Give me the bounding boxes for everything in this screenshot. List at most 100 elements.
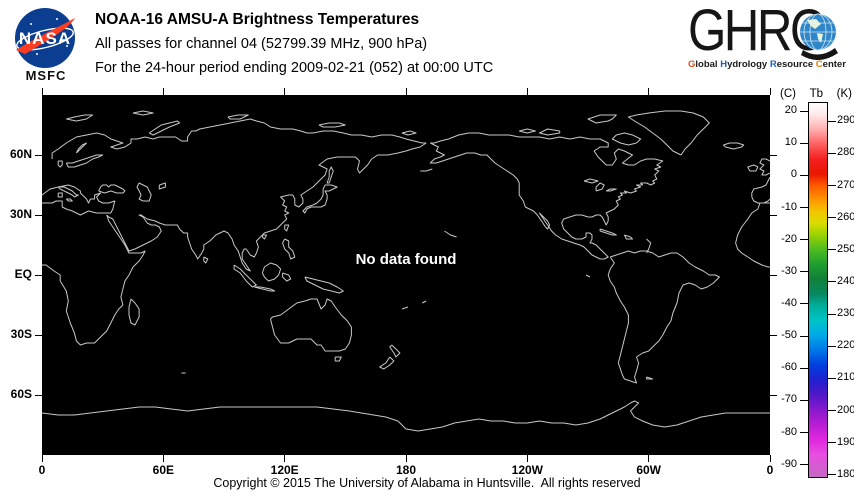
coastline-hispaniola <box>623 234 633 240</box>
coastline-taiwan <box>284 224 290 232</box>
colorbar-celsius-label: -70 <box>781 393 797 406</box>
colorbar-celsius-label: 0 <box>790 168 797 181</box>
coastline-iberia_biscay_wrap <box>751 176 770 204</box>
colorbar-celsius-label: -30 <box>781 264 797 277</box>
coastline-severnaya_zemlya <box>227 114 249 120</box>
nasa-red-swoosh <box>16 18 75 54</box>
colorbar-celsius-tick <box>800 239 808 241</box>
coastline-madagascar <box>128 298 140 326</box>
coastline-denmark <box>57 160 63 168</box>
coastline-africa_west_wrap <box>735 202 770 268</box>
coastline-new_guinea <box>304 276 344 294</box>
x-axis-tick-top <box>284 88 286 95</box>
colorbar-kelvin-unit: (K) <box>836 88 852 100</box>
coastline-java <box>254 286 276 292</box>
coastline-gulf_bothnia <box>75 142 87 154</box>
x-axis-tick-bottom <box>526 455 528 462</box>
x-axis-tick-top <box>648 88 650 95</box>
coastline-ireland <box>747 164 759 172</box>
colorbar-celsius-tick <box>800 142 808 144</box>
x-axis-tick-top <box>162 88 164 95</box>
colorbar-celsius-label: 10 <box>784 136 797 149</box>
coastline-australia <box>270 298 352 352</box>
coastline-mediterranean <box>42 184 116 216</box>
colorbar-kelvin-label: 250 <box>837 242 854 255</box>
nasa-logo-icon: NASA <box>15 8 75 68</box>
colorbar-kelvin-tick <box>828 120 836 122</box>
no-data-message: No data found <box>355 251 457 268</box>
coastline-black_sea <box>98 184 126 194</box>
colorbar-celsius-label: -80 <box>781 425 797 438</box>
colorbar-header: (C) Tb (K) <box>780 88 852 100</box>
y-axis-tick-left <box>35 214 42 216</box>
x-axis-label: 120E <box>270 463 299 477</box>
colorbar-kelvin-tick <box>828 217 836 219</box>
world-coastlines <box>42 110 770 432</box>
coastline-great_lakes_erie <box>605 188 617 192</box>
y-axis-label: 30S <box>10 327 32 341</box>
colorbar-celsius-tick <box>800 110 808 112</box>
globe-stand <box>801 48 838 60</box>
y-axis-label: EQ <box>14 267 32 281</box>
colorbar-kelvin-label: 220 <box>837 339 854 352</box>
coastline-baltic_sea <box>65 154 104 168</box>
colorbar-celsius-label: -50 <box>781 329 797 342</box>
coastline-nz_south <box>379 356 395 370</box>
x-axis-label: 120W <box>511 463 543 477</box>
ghrc-globe-icon <box>800 13 838 60</box>
ghrc-tagline-segment: enter <box>822 59 846 70</box>
colorbar-celsius-tick <box>800 464 808 466</box>
colorbar-kelvin-label: 200 <box>837 403 854 416</box>
subtitle-period: For the 24-hour period ending 2009-02-21… <box>95 60 494 76</box>
x-axis-label: 60W <box>636 463 661 477</box>
coastline-hainan <box>261 234 267 240</box>
coastline-franz_josef <box>132 110 154 116</box>
ghrc-tagline-segment: ydrology <box>727 59 770 70</box>
x-axis-label: 0 <box>38 463 46 477</box>
ghrc-tagline-segment: C <box>815 59 823 70</box>
coastline-wrangel_is <box>401 130 417 136</box>
colorbar-kelvin-tick <box>828 345 836 347</box>
coastline-victoria_island <box>539 128 561 136</box>
colorbar-celsius-tick <box>800 207 808 209</box>
colorbar-celsius-tick <box>800 174 808 176</box>
nasa-orbit-ellipse <box>16 27 74 51</box>
y-axis-tick-right <box>770 154 777 156</box>
msfc-label: MSFC <box>25 68 67 83</box>
coastline-sulawesi <box>282 272 292 282</box>
coastline-japan <box>302 184 338 214</box>
coastline-greenland <box>627 110 710 156</box>
colorbar-celsius-tick <box>800 367 808 369</box>
y-axis-tick-right <box>770 214 777 216</box>
x-axis-label: 0 <box>766 463 774 477</box>
colorbar-celsius-label: -60 <box>781 361 797 374</box>
ghrc-tagline-segment: H <box>720 59 728 70</box>
coastline-novaya_zemlya <box>148 120 180 136</box>
coastline-philippines <box>282 238 296 260</box>
coastline-sri_lanka <box>203 256 209 264</box>
coastline-new_siberian_is <box>318 122 346 128</box>
colorbar-celsius-tick <box>800 303 808 305</box>
ghrc-logo-ghr: GHR <box>688 0 792 63</box>
colorbar-kelvin-tick <box>828 442 836 444</box>
ghrc-tagline-segment: esource <box>776 59 816 70</box>
x-axis-tick-top <box>405 88 407 95</box>
coastline-iceland <box>723 142 745 150</box>
colorbar-kelvin-label: 180 <box>837 467 854 480</box>
colorbar-gradient <box>808 102 828 478</box>
coastline-fiji_area <box>401 306 409 310</box>
coastline-svalbard <box>66 114 94 122</box>
subtitle-channel: All passes for channel 04 (52799.39 MHz,… <box>95 36 428 52</box>
x-axis-tick-top <box>526 88 528 95</box>
coastline-great_lakes_michigan <box>595 182 605 192</box>
coastline-eurasia_north <box>51 118 427 159</box>
coastline-tasmania <box>334 356 342 362</box>
y-axis-tick-left <box>35 154 42 156</box>
x-axis-label: 180 <box>395 463 417 477</box>
y-axis-tick-right <box>770 274 777 276</box>
colorbar-celsius-unit: (C) <box>780 88 796 100</box>
colorbar-quantity-label: Tb <box>809 88 824 100</box>
colorbar-kelvin-label: 230 <box>837 307 854 320</box>
coastline-asia_main <box>106 142 427 272</box>
